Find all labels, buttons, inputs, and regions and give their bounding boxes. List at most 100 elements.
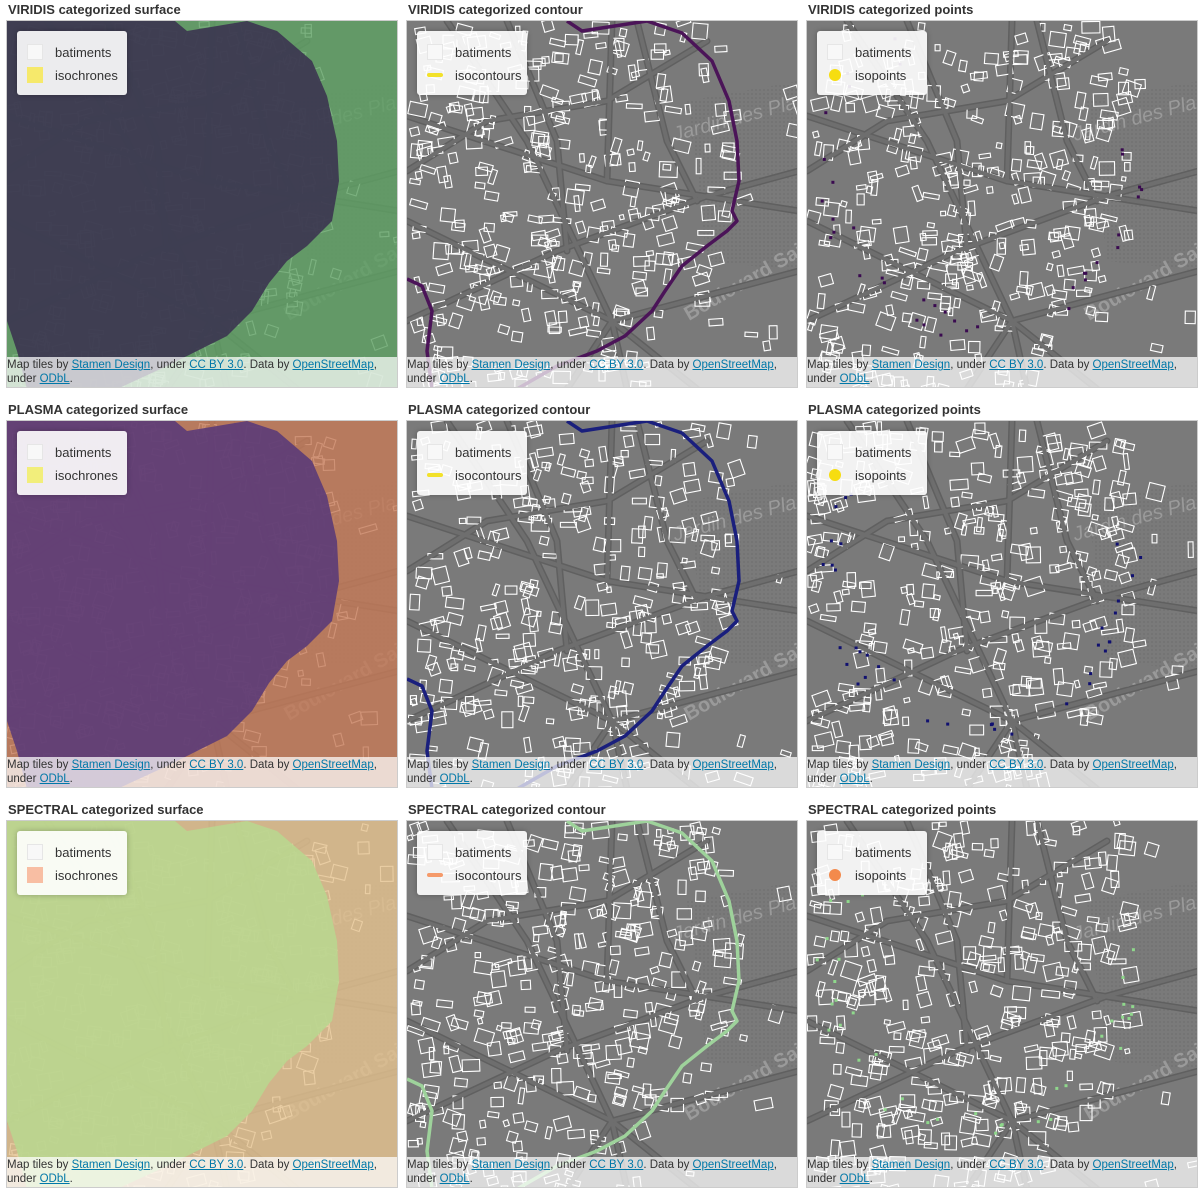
attribution-link-link4[interactable]: ODbL [439,1173,470,1185]
map-legend: batiments isochrones [17,431,127,495]
attribution-text: . [869,1173,873,1185]
attribution-link-link2[interactable]: CC BY 3.0 [589,1159,644,1171]
legend-label-buildings: batiments [55,44,112,60]
attribution-link-link4[interactable]: ODbL [839,773,870,785]
legend-label-layer: isopoints [855,67,907,83]
buildings-swatch-icon [427,44,443,60]
attribution-link-link4[interactable]: ODbL [439,373,470,385]
attribution-link-link4[interactable]: ODbL [839,373,870,385]
attribution-link-link1[interactable]: Stamen Design [871,359,951,371]
attribution-link-link1[interactable]: Stamen Design [71,759,151,771]
attribution-text: . Data by [643,1159,693,1171]
attribution-link-link2[interactable]: CC BY 3.0 [189,359,244,371]
attribution-text: . Data by [243,759,293,771]
attribution-link-link3[interactable]: OpenStreetMap [292,359,374,371]
attribution-link-link1[interactable]: Stamen Design [71,359,151,371]
attribution-link-link2[interactable]: CC BY 3.0 [589,759,644,771]
map-attribution: Map tiles by Stamen Design, under CC BY … [7,1157,397,1187]
attribution-text: , under [7,759,377,785]
attribution-link-link4[interactable]: ODbL [839,1173,870,1185]
attribution-link-link3[interactable]: OpenStreetMap [1092,359,1174,371]
legend-label-layer: isochrones [55,867,118,883]
panel-title: VIRIDIS categorized points [808,2,974,17]
attribution-text: . Data by [1043,759,1093,771]
attribution-link-link2[interactable]: CC BY 3.0 [589,359,644,371]
attribution-text: , under [550,359,590,371]
attribution-text: , under [407,1159,777,1185]
attribution-text: Map tiles by [407,759,472,771]
attribution-link-link2[interactable]: CC BY 3.0 [989,359,1044,371]
attribution-link-link3[interactable]: OpenStreetMap [692,359,774,371]
attribution-link-link3[interactable]: OpenStreetMap [692,759,774,771]
buildings-swatch-icon [427,844,443,860]
attribution-text: , under [807,1159,1177,1185]
map-panel: SPECTRAL categorized contour Jardin des P… [406,800,798,1192]
legend-label-layer: isochrones [55,67,118,83]
attribution-link-link3[interactable]: OpenStreetMap [1092,1159,1174,1171]
legend-label-buildings: batiments [855,444,912,460]
attribution-link-link2[interactable]: CC BY 3.0 [189,759,244,771]
attribution-link-link4[interactable]: ODbL [39,773,70,785]
map-panel: SPECTRAL categorized points Jardin des Pl… [806,800,1198,1192]
attribution-text: , under [950,759,990,771]
attribution-text: . [469,1173,473,1185]
legend-label-layer: isopoints [855,867,907,883]
fill-swatch-icon [27,67,43,83]
legend-label-buildings: batiments [855,44,912,60]
map-attribution: Map tiles by Stamen Design, under CC BY … [807,1157,1197,1187]
legend-label-layer: isocontours [455,867,522,883]
attribution-link-link1[interactable]: Stamen Design [871,1159,951,1171]
attribution-link-link4[interactable]: ODbL [39,1173,70,1185]
attribution-link-link3[interactable]: OpenStreetMap [1092,759,1174,771]
attribution-text: , under [950,1159,990,1171]
fill-swatch-icon [27,867,43,883]
attribution-text: Map tiles by [807,759,872,771]
attribution-link-link3[interactable]: OpenStreetMap [292,759,374,771]
legend-label-layer: isopoints [855,467,907,483]
attribution-link-link1[interactable]: Stamen Design [871,759,951,771]
legend-label-layer: isocontours [455,67,522,83]
attribution-link-link4[interactable]: ODbL [439,773,470,785]
attribution-text: , under [7,1159,377,1185]
map-attribution: Map tiles by Stamen Design, under CC BY … [807,357,1197,387]
attribution-link-link1[interactable]: Stamen Design [471,359,551,371]
attribution-text: . [69,773,73,785]
attribution-text: , under [550,759,590,771]
legend-label-buildings: batiments [455,44,512,60]
attribution-link-link4[interactable]: ODbL [39,373,70,385]
attribution-link-link2[interactable]: CC BY 3.0 [189,1159,244,1171]
map-panel: VIRIDIS categorized contour Jardin des Pl… [406,0,798,392]
buildings-swatch-icon [27,44,43,60]
map-legend: batiments isochrones [17,831,127,895]
attribution-link-link1[interactable]: Stamen Design [471,1159,551,1171]
legend-label-buildings: batiments [55,444,112,460]
panel-title: PLASMA categorized surface [8,402,189,417]
attribution-link-link2[interactable]: CC BY 3.0 [989,1159,1044,1171]
attribution-text: . [69,373,73,385]
attribution-text: , under [150,1159,190,1171]
map-legend: batiments isopoints [817,431,927,495]
attribution-text: Map tiles by [7,759,72,771]
attribution-link-link3[interactable]: OpenStreetMap [292,1159,374,1171]
attribution-link-link1[interactable]: Stamen Design [471,759,551,771]
buildings-swatch-icon [827,844,843,860]
attribution-link-link3[interactable]: OpenStreetMap [692,1159,774,1171]
attribution-text: Map tiles by [7,1159,72,1171]
buildings-swatch-icon [27,844,43,860]
attribution-text: . Data by [1043,1159,1093,1171]
attribution-link-link2[interactable]: CC BY 3.0 [989,759,1044,771]
map-panel: PLASMA categorized contour Jardin des Pla… [406,400,798,792]
attribution-link-link1[interactable]: Stamen Design [71,1159,151,1171]
